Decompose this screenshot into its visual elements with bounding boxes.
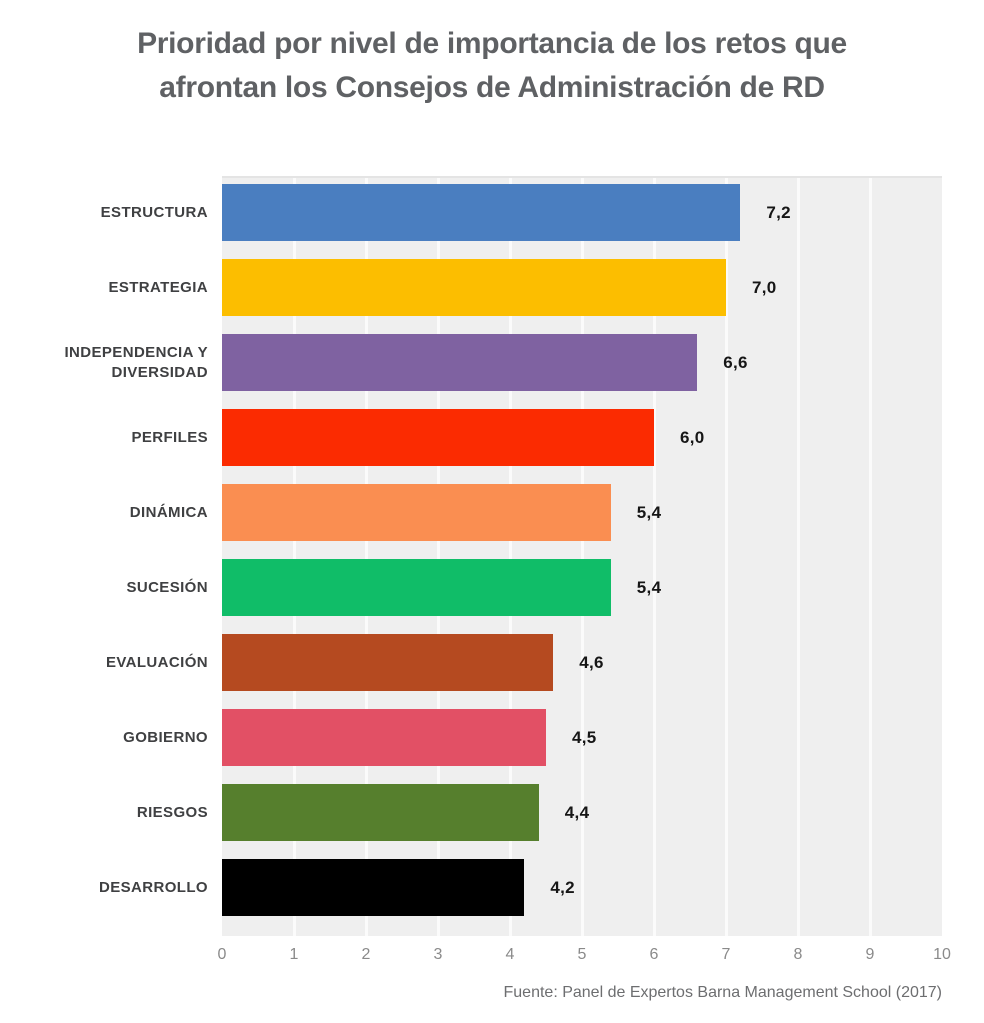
- bar: [222, 334, 698, 391]
- category-label: ESTRATEGIA: [108, 278, 208, 296]
- bar-row: DESARROLLO 4,2: [0, 850, 984, 925]
- bar-row: ESTRATEGIA 7,0: [0, 250, 984, 325]
- bar-value-label: 4,2: [550, 877, 575, 897]
- category-label: EVALUACIÓN: [105, 653, 208, 671]
- chart-title: Prioridad por nivel de importancia de lo…: [0, 22, 984, 110]
- bar-value-label: 5,4: [636, 577, 662, 597]
- bar-row: EVALUACIÓN 4,6: [0, 625, 984, 700]
- gridline-9: [869, 178, 872, 936]
- gridline-8: [797, 178, 800, 936]
- bar-value-label: 4,6: [579, 652, 604, 672]
- bar: [222, 559, 611, 616]
- category-label: RIESGOS: [136, 803, 208, 821]
- bar-track: 7,0: [222, 250, 942, 325]
- category-label: INDEPENDENCIA Y DIVERSIDAD: [64, 343, 208, 381]
- bar-track: 5,4: [222, 550, 942, 625]
- bar-row: PERFILES 6,0: [0, 400, 984, 475]
- bar-row: INDEPENDENCIA Y DIVERSIDAD 6,6: [0, 325, 984, 400]
- gridline-6: [653, 178, 656, 936]
- category-label: GOBIERNO: [123, 728, 208, 746]
- category-label: SUCESIÓN: [126, 578, 208, 596]
- bar-track: 7,2: [222, 175, 942, 250]
- source-note: Fuente: Panel de Expertos Barna Manageme…: [503, 984, 943, 1001]
- bar-value-label: 5,4: [636, 502, 662, 522]
- x-tick-label: 9: [865, 946, 875, 963]
- x-tick-label: 10: [933, 946, 951, 963]
- x-tick-label: 6: [649, 946, 659, 963]
- bar-track: 6,6: [222, 325, 942, 400]
- chart-title-line2: afrontan los Consejos de Administración …: [159, 71, 825, 104]
- bar-value-label: 7,0: [752, 277, 777, 297]
- bar: [222, 259, 726, 316]
- bar-row: DINÁMICA 5,4: [0, 475, 984, 550]
- bar: [222, 184, 741, 241]
- bar-track: 4,2: [222, 850, 942, 925]
- bar-rows: ESTRUCTURA 7,2 ESTRATEGIA 7,0 INDEPENDENCIA …: [0, 175, 984, 925]
- bar-row: GOBIERNO 4,5: [0, 700, 984, 775]
- category-label: DINÁMICA: [129, 503, 208, 521]
- bar-track: 6,0: [222, 400, 942, 475]
- bar: [222, 409, 654, 466]
- x-tick-label: 5: [577, 946, 587, 963]
- gridline-7: [725, 178, 728, 936]
- bar-row: SUCESIÓN 5,4: [0, 550, 984, 625]
- bar-value-label: 6,0: [680, 427, 705, 447]
- gridline-2: [365, 178, 368, 936]
- bar: [222, 634, 554, 691]
- gridline-4: [509, 178, 512, 936]
- x-axis: 0 1 2 3 4 5 6 7 8 9 10: [218, 946, 951, 970]
- x-tick-label: 4: [505, 946, 515, 963]
- category-label: PERFILES: [131, 428, 208, 446]
- bar-value-label: 4,5: [572, 727, 597, 747]
- x-tick-label: 8: [793, 946, 803, 963]
- category-label: ESTRUCTURA: [100, 203, 208, 221]
- bar: [222, 859, 525, 916]
- bar-track: 5,4: [222, 475, 942, 550]
- x-tick-label: 7: [721, 946, 731, 963]
- bar-track: 4,5: [222, 700, 942, 775]
- x-tick-label: 0: [217, 946, 227, 963]
- chart-title-line1: Prioridad por nivel de importancia de lo…: [137, 27, 847, 60]
- bar-row: ESTRUCTURA 7,2: [0, 175, 984, 250]
- x-tick-label: 1: [289, 946, 299, 963]
- x-tick-label: 3: [433, 946, 443, 963]
- gridline-1: [293, 178, 296, 936]
- bar-row: RIESGOS 4,4: [0, 775, 984, 850]
- bar-value-label: 4,4: [564, 802, 590, 822]
- bar-value-label: 7,2: [766, 202, 791, 222]
- gridline-3: [437, 178, 440, 936]
- bar-track: 4,6: [222, 625, 942, 700]
- category-label: DESARROLLO: [99, 878, 208, 896]
- bar-value-label: 6,6: [723, 352, 748, 372]
- gridline-5: [581, 178, 584, 936]
- bar: [222, 709, 546, 766]
- bar: [222, 784, 539, 841]
- bar-track: 4,4: [222, 775, 942, 850]
- x-tick-label: 2: [361, 946, 371, 963]
- bar: [222, 484, 611, 541]
